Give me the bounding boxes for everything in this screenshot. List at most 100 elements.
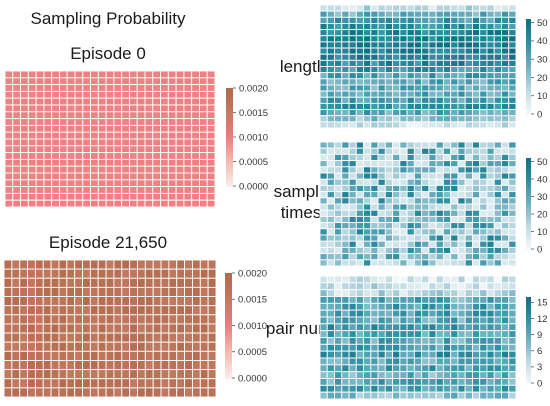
heatmap-cell	[355, 84, 365, 92]
heatmap-cell	[175, 186, 185, 194]
heatmap-cell	[508, 90, 517, 98]
heatmap-cell	[20, 90, 29, 99]
heatmap-cell	[50, 286, 60, 297]
colorbar-segment	[526, 73, 531, 77]
heatmap-cell	[58, 369, 68, 380]
heatmap-cell	[348, 350, 357, 359]
heatmap-cell	[428, 78, 437, 86]
heatmap-cell	[152, 378, 162, 389]
colorbar-segment	[225, 322, 232, 327]
heatmap-cell	[90, 179, 99, 188]
heatmap-cell	[471, 259, 481, 267]
heatmap-cell	[34, 360, 44, 371]
heatmap-cell	[12, 145, 22, 154]
heatmap-cell	[464, 72, 473, 80]
heatmap-cell	[20, 111, 29, 120]
heatmap-cell	[479, 41, 488, 49]
heatmap-cell	[176, 360, 186, 371]
heatmap-cell	[370, 16, 379, 24]
colorbar-segment	[526, 301, 531, 305]
heatmap-cell	[363, 234, 372, 242]
heatmap-cell	[450, 337, 459, 345]
heatmap-cell	[392, 330, 401, 338]
heatmap-cell	[326, 23, 335, 31]
heatmap-cell	[471, 253, 481, 261]
heatmap-cell	[399, 371, 408, 379]
heatmap-cell	[399, 378, 408, 386]
heatmap-cell	[370, 178, 379, 186]
heatmap-cell	[206, 90, 216, 99]
heatmap-cell	[19, 341, 29, 352]
heatmap-cell	[479, 330, 488, 338]
heatmap-cell	[392, 96, 401, 104]
heatmap-cell	[82, 124, 92, 133]
heatmap-cell	[51, 192, 60, 201]
colorbar-segment	[225, 354, 232, 358]
heatmap-cell	[348, 172, 357, 180]
heatmap-cell	[464, 302, 473, 311]
main-title: Sampling Probability	[30, 9, 186, 28]
colorbar-segment	[526, 320, 531, 324]
heatmap-cell	[428, 289, 437, 297]
heatmap-cell	[435, 371, 444, 379]
heatmap-cell	[363, 121, 372, 129]
colorbar-segment	[225, 325, 232, 329]
heatmap-cell	[377, 16, 386, 24]
heatmap-cell	[66, 77, 76, 86]
heatmap-cell	[464, 337, 473, 345]
heatmap-cell	[355, 246, 365, 255]
heatmap-cell	[20, 138, 29, 147]
heatmap-cell	[493, 323, 502, 332]
heatmap-cell	[508, 29, 517, 37]
heatmap-cell	[457, 147, 466, 155]
heatmap-cell	[442, 84, 452, 92]
heatmap-cell	[113, 277, 123, 288]
colorbar-segment	[225, 349, 232, 353]
colorbar-tick-label: 0.0020	[239, 83, 268, 94]
heatmap-cell	[435, 121, 444, 129]
heatmap-cell	[35, 165, 45, 174]
heatmap-cell	[508, 35, 517, 43]
heatmap-cell	[74, 378, 83, 389]
heatmap-cell	[493, 178, 502, 186]
heatmap-cell	[501, 29, 510, 37]
heatmap-cell	[90, 192, 99, 201]
heatmap-cell	[319, 302, 328, 311]
heatmap-cell	[413, 96, 423, 104]
heatmap-cell	[319, 59, 328, 67]
heatmap-cell	[479, 302, 488, 311]
colorbar-segment	[526, 324, 531, 328]
heatmap-cell	[471, 364, 481, 373]
heatmap-cell	[486, 343, 495, 352]
heatmap-cell	[35, 199, 45, 208]
colorbar-segment	[225, 315, 232, 319]
heatmap-cell	[11, 350, 21, 361]
heatmap-cell	[399, 102, 408, 111]
heatmap-cell	[428, 4, 437, 12]
heatmap-cell	[319, 16, 328, 24]
heatmap-cell	[27, 111, 37, 120]
heatmap-cell	[348, 246, 357, 255]
heatmap-cell	[42, 341, 52, 352]
colorbar-segment	[226, 124, 233, 128]
heatmap-cell	[428, 246, 437, 255]
heatmap-cell	[464, 330, 473, 338]
heatmap-cell	[363, 391, 372, 400]
heatmap-cell	[413, 4, 423, 12]
heatmap-cell	[51, 179, 60, 188]
heatmap-cell	[51, 104, 60, 113]
heatmap-cell	[50, 332, 60, 343]
heatmap-cell	[121, 296, 131, 307]
heatmap-cell	[450, 166, 459, 174]
heatmap-cell	[450, 323, 459, 332]
heatmap-cell	[501, 4, 510, 12]
heatmap-cell	[384, 178, 394, 186]
heatmap-cell	[50, 314, 60, 325]
heatmap-cell	[464, 275, 473, 284]
heatmap-cell	[152, 369, 162, 380]
heatmap-cell	[97, 131, 107, 140]
heatmap-cell	[121, 97, 130, 106]
heatmap-cell	[501, 384, 510, 393]
heatmap-cell	[399, 121, 408, 129]
heatmap-cell	[370, 109, 379, 117]
